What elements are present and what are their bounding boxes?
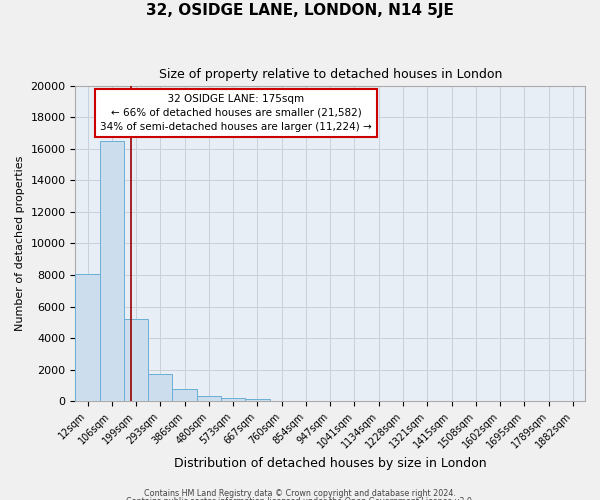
Title: Size of property relative to detached houses in London: Size of property relative to detached ho… — [158, 68, 502, 80]
Text: Contains HM Land Registry data © Crown copyright and database right 2024.: Contains HM Land Registry data © Crown c… — [144, 489, 456, 498]
Bar — [124, 319, 148, 401]
Text: Contains public sector information licensed under the Open Government Licence v3: Contains public sector information licen… — [126, 497, 474, 500]
X-axis label: Distribution of detached houses by size in London: Distribution of detached houses by size … — [174, 457, 487, 470]
Text: 32, OSIDGE LANE, LONDON, N14 5JE: 32, OSIDGE LANE, LONDON, N14 5JE — [146, 2, 454, 18]
Bar — [197, 396, 221, 401]
Text: 32 OSIDGE LANE: 175sqm  
← 66% of detached houses are smaller (21,582)
34% of se: 32 OSIDGE LANE: 175sqm ← 66% of detached… — [100, 94, 372, 132]
Bar — [245, 398, 269, 401]
Bar — [100, 141, 124, 401]
Bar — [172, 390, 197, 401]
Bar — [221, 398, 245, 401]
Y-axis label: Number of detached properties: Number of detached properties — [15, 156, 25, 331]
Bar — [76, 274, 100, 401]
Bar — [148, 374, 172, 401]
